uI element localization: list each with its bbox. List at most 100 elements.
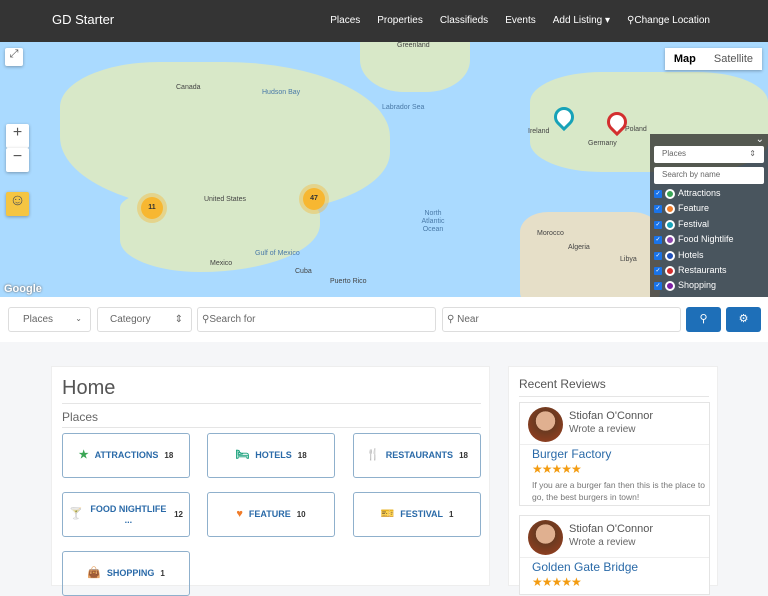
review-item: Stiofan O'Connor Wrote a review Burger F…	[519, 402, 710, 506]
chevron-down-icon[interactable]: ⌄	[755, 134, 764, 145]
checkbox-checked-icon[interactable]: ✓	[654, 266, 662, 275]
search-by-name-input[interactable]: Search by name	[654, 167, 764, 184]
widget-title: Recent Reviews	[519, 377, 606, 391]
checkbox-checked-icon[interactable]: ✓	[654, 235, 662, 244]
nav-change-location[interactable]: ⚲Change Location	[627, 15, 710, 26]
category-select[interactable]: Category ⇕	[97, 307, 192, 332]
category-icon: 🎫	[380, 508, 395, 520]
food-nightlife-marker-icon	[665, 234, 675, 245]
google-logo: Google	[4, 283, 42, 295]
map-marker-icon: ⚲	[447, 314, 458, 325]
street-view-pegman-icon[interactable]: ☺	[6, 192, 29, 216]
filter-restaurants[interactable]: ✓ Restaurants	[654, 265, 727, 276]
home-content: Home Places ★ ATTRACTIONS 18 🛏 HOTELS 18 🍴 REST…	[51, 366, 490, 596]
near-input[interactable]: ⚲ Near	[442, 307, 681, 332]
review-text: If you are a burger fan then this is the…	[532, 480, 705, 502]
review-place-link[interactable]: Golden Gate Bridge	[532, 560, 639, 574]
search-for-input[interactable]: ⚲Search for	[197, 307, 436, 332]
zoom-out-button[interactable]: −	[6, 148, 29, 172]
search-bar: Places ⌄ Category ⇕ ⚲Search for ⚲ Near ⚲ ⚙	[0, 297, 768, 342]
festival-marker-icon	[665, 219, 675, 230]
count-badge: 1	[449, 510, 454, 519]
map-cluster[interactable]: 47	[303, 188, 325, 210]
category-icon: 🍴	[366, 449, 380, 461]
category-icon: ★	[78, 449, 89, 461]
shopping-marker-icon	[665, 280, 675, 291]
checkbox-checked-icon[interactable]: ✓	[654, 204, 662, 213]
count-badge: 12	[174, 510, 183, 519]
category-label: RESTAURANTS	[385, 450, 454, 460]
filter-hotels[interactable]: ✓ Hotels	[654, 250, 704, 261]
checkbox-checked-icon[interactable]: ✓	[654, 281, 662, 290]
category-icon: 🛏	[235, 449, 250, 461]
map-marker-icon: ⚲	[627, 15, 635, 26]
category-icon: 🍸	[69, 508, 83, 520]
category-label: FEATURE	[248, 509, 291, 519]
category-label: SHOPPING	[106, 568, 155, 578]
map-filter-panel: ⌄ Places ⇕ Search by name ✓ Attractions ✓ F…	[650, 134, 768, 297]
category-food-nightlife[interactable]: 🍸 FOOD NIGHTLIFE ... 12	[62, 492, 190, 537]
category-icon: ♥	[236, 508, 243, 520]
category-label: FESTIVAL	[400, 509, 444, 519]
review-author[interactable]: Stiofan O'Connor	[569, 410, 654, 422]
search-icon: ⚲	[202, 314, 210, 325]
category-label: ATTRACTIONS	[94, 450, 159, 460]
rating-stars: ★★★★★	[532, 462, 582, 476]
feature-marker-icon	[665, 203, 675, 214]
filter-feature[interactable]: ✓ Feature	[654, 203, 710, 214]
section-title: Places	[62, 410, 99, 424]
post-type-select[interactable]: Places ⇕	[654, 146, 764, 163]
page-title: Home	[62, 377, 116, 399]
nav-properties[interactable]: Properties	[377, 15, 423, 26]
checkbox-checked-icon[interactable]: ✓	[654, 189, 662, 198]
category-festival[interactable]: 🎫 FESTIVAL 1	[353, 492, 481, 537]
category-label: FOOD NIGHTLIFE ...	[90, 503, 167, 525]
review-author[interactable]: Stiofan O'Connor	[569, 523, 654, 535]
map[interactable]: ⤢ + − ☺ Greenland Canada Hudson Bay Labr…	[0, 42, 768, 297]
filter-attractions[interactable]: ✓ Attractions	[654, 188, 721, 199]
map-cluster[interactable]: 11	[141, 197, 163, 219]
category-label: HOTELS	[255, 450, 292, 460]
checkbox-checked-icon[interactable]: ✓	[654, 251, 662, 260]
category-feature[interactable]: ♥ FEATURE 10	[207, 492, 335, 537]
category-icon: 👜	[87, 567, 101, 579]
nav-places[interactable]: Places	[330, 15, 361, 26]
map-type-control: Map Satellite	[664, 48, 762, 70]
restaurants-marker-icon	[665, 265, 675, 276]
recent-reviews-widget: Recent Reviews Stiofan O'Connor Wrote a …	[508, 366, 718, 595]
nav-add-listing[interactable]: Add Listing ▾	[552, 15, 611, 26]
nav-events[interactable]: Events	[505, 15, 536, 26]
count-badge: 18	[297, 451, 307, 460]
filter-festival[interactable]: ✓ Festival	[654, 219, 710, 230]
attractions-marker-icon	[665, 188, 675, 199]
review-item: Stiofan O'Connor Wrote a review Golden G…	[519, 515, 710, 595]
settings-button[interactable]: ⚙	[726, 307, 761, 332]
review-place-link[interactable]: Burger Factory	[532, 447, 612, 461]
checkbox-checked-icon[interactable]: ✓	[654, 220, 662, 229]
category-attractions[interactable]: ★ ATTRACTIONS 18	[62, 433, 190, 478]
gear-icon: ⚙	[738, 313, 749, 325]
category-hotels[interactable]: 🛏 HOTELS 18	[207, 433, 335, 478]
search-button[interactable]: ⚲	[686, 307, 721, 332]
filter-shopping[interactable]: ✓ Shopping	[654, 280, 717, 291]
fullscreen-button[interactable]: ⤢	[5, 48, 23, 66]
category-restaurants[interactable]: 🍴 RESTAURANTS 18	[353, 433, 481, 478]
avatar[interactable]	[528, 407, 563, 442]
chevron-down-icon: ⌄	[75, 314, 82, 323]
zoom-in-button[interactable]: +	[6, 124, 29, 148]
count-badge: 10	[296, 510, 306, 519]
count-badge: 18	[164, 451, 174, 460]
count-badge: 1	[160, 569, 165, 578]
brand-logo[interactable]: GD Starter	[52, 12, 115, 27]
top-navbar: GD Starter Places Properties Classifieds…	[0, 0, 768, 42]
nav-classifieds[interactable]: Classifieds	[439, 15, 489, 26]
count-badge: 18	[459, 451, 468, 460]
filter-food-nightlife[interactable]: ✓ Food Nightlife	[654, 234, 734, 245]
avatar[interactable]	[528, 520, 563, 555]
post-type-select[interactable]: Places ⌄	[8, 307, 91, 332]
map-type-map[interactable]: Map	[673, 53, 696, 65]
rating-stars: ★★★★★	[532, 575, 582, 589]
map-type-satellite[interactable]: Satellite	[713, 53, 753, 65]
search-icon: ⚲	[699, 313, 708, 325]
category-shopping[interactable]: 👜 SHOPPING 1	[62, 551, 190, 596]
